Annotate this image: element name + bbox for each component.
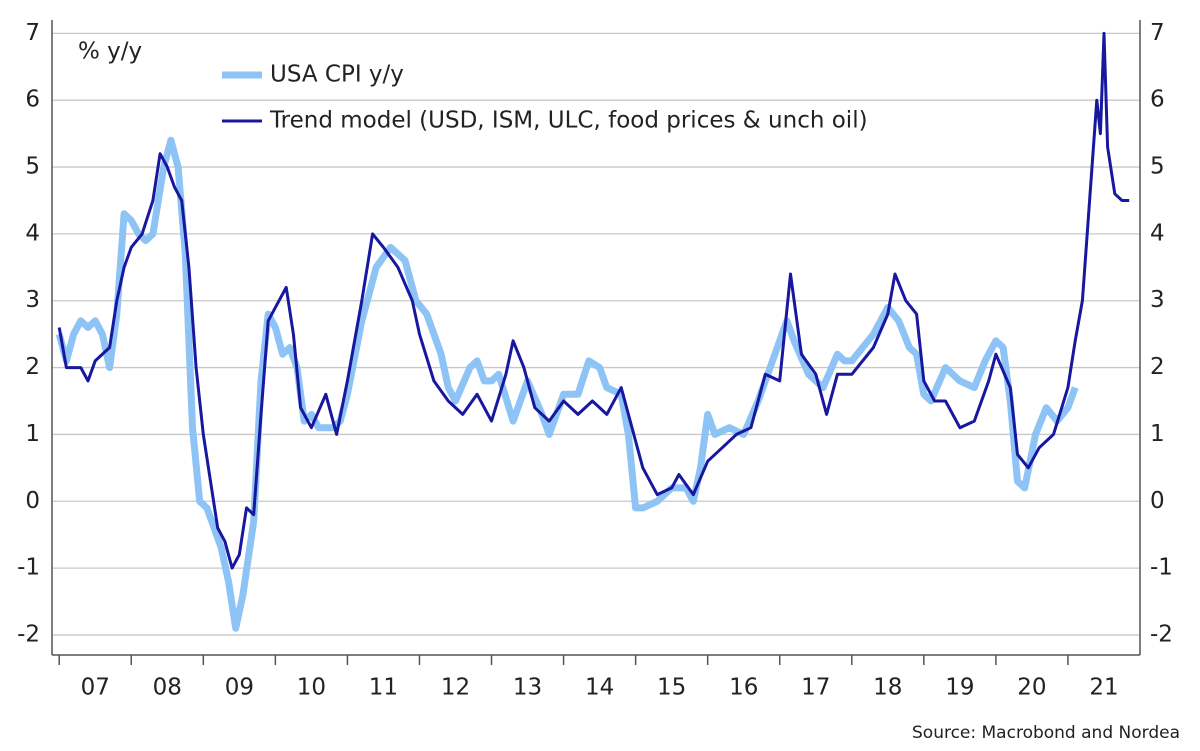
y-tick-label: -2 [17,621,40,647]
x-tick-label: 11 [369,675,398,701]
x-tick-label: 09 [225,675,254,701]
x-tick-label: 21 [1089,675,1118,701]
y2-tick-label: 6 [1150,87,1165,113]
y-tick-label: 4 [25,220,40,246]
y2-tick-label: 5 [1150,154,1165,180]
y2-tick-label: -1 [1150,555,1173,581]
series-line [55,136,1079,632]
y-tick-label: 2 [25,354,40,380]
x-tick-label: 16 [729,675,758,701]
x-tick-label: 10 [297,675,326,701]
series-line [57,31,1130,570]
y2-tick-label: 3 [1150,287,1165,313]
x-tick-label: 19 [945,675,974,701]
x-tick-label: 15 [657,675,686,701]
y-axis-label: % y/y [78,39,142,65]
y-tick-label: 0 [25,488,40,514]
y2-tick-label: -2 [1150,621,1173,647]
y2-tick-label: 7 [1150,20,1165,46]
y2-tick-label: 1 [1150,421,1165,447]
x-tick-label: 12 [441,675,470,701]
x-tick-label: 17 [801,675,830,701]
y2-tick-label: 4 [1150,220,1165,246]
y-tick-label: 1 [25,421,40,447]
x-tick-label: 14 [585,675,614,701]
y2-tick-label: 2 [1150,354,1165,380]
x-tick-label: 13 [513,675,542,701]
x-tick-label: 08 [153,675,182,701]
y-tick-label: 3 [25,287,40,313]
y2-tick-label: 0 [1150,488,1165,514]
x-tick-label: 20 [1017,675,1046,701]
x-tick-label: 07 [81,675,110,701]
x-tick-label: 18 [873,675,902,701]
y-tick-label: 6 [25,87,40,113]
y-tick-label: 5 [25,154,40,180]
source: Source: Macrobond and Nordea [912,723,1180,743]
y-tick-label: 7 [25,20,40,46]
legend-label: USA CPI y/y [270,62,404,88]
y-tick-label: -1 [17,555,40,581]
legend-label: Trend model (USD, ISM, ULC, food prices … [269,108,868,134]
